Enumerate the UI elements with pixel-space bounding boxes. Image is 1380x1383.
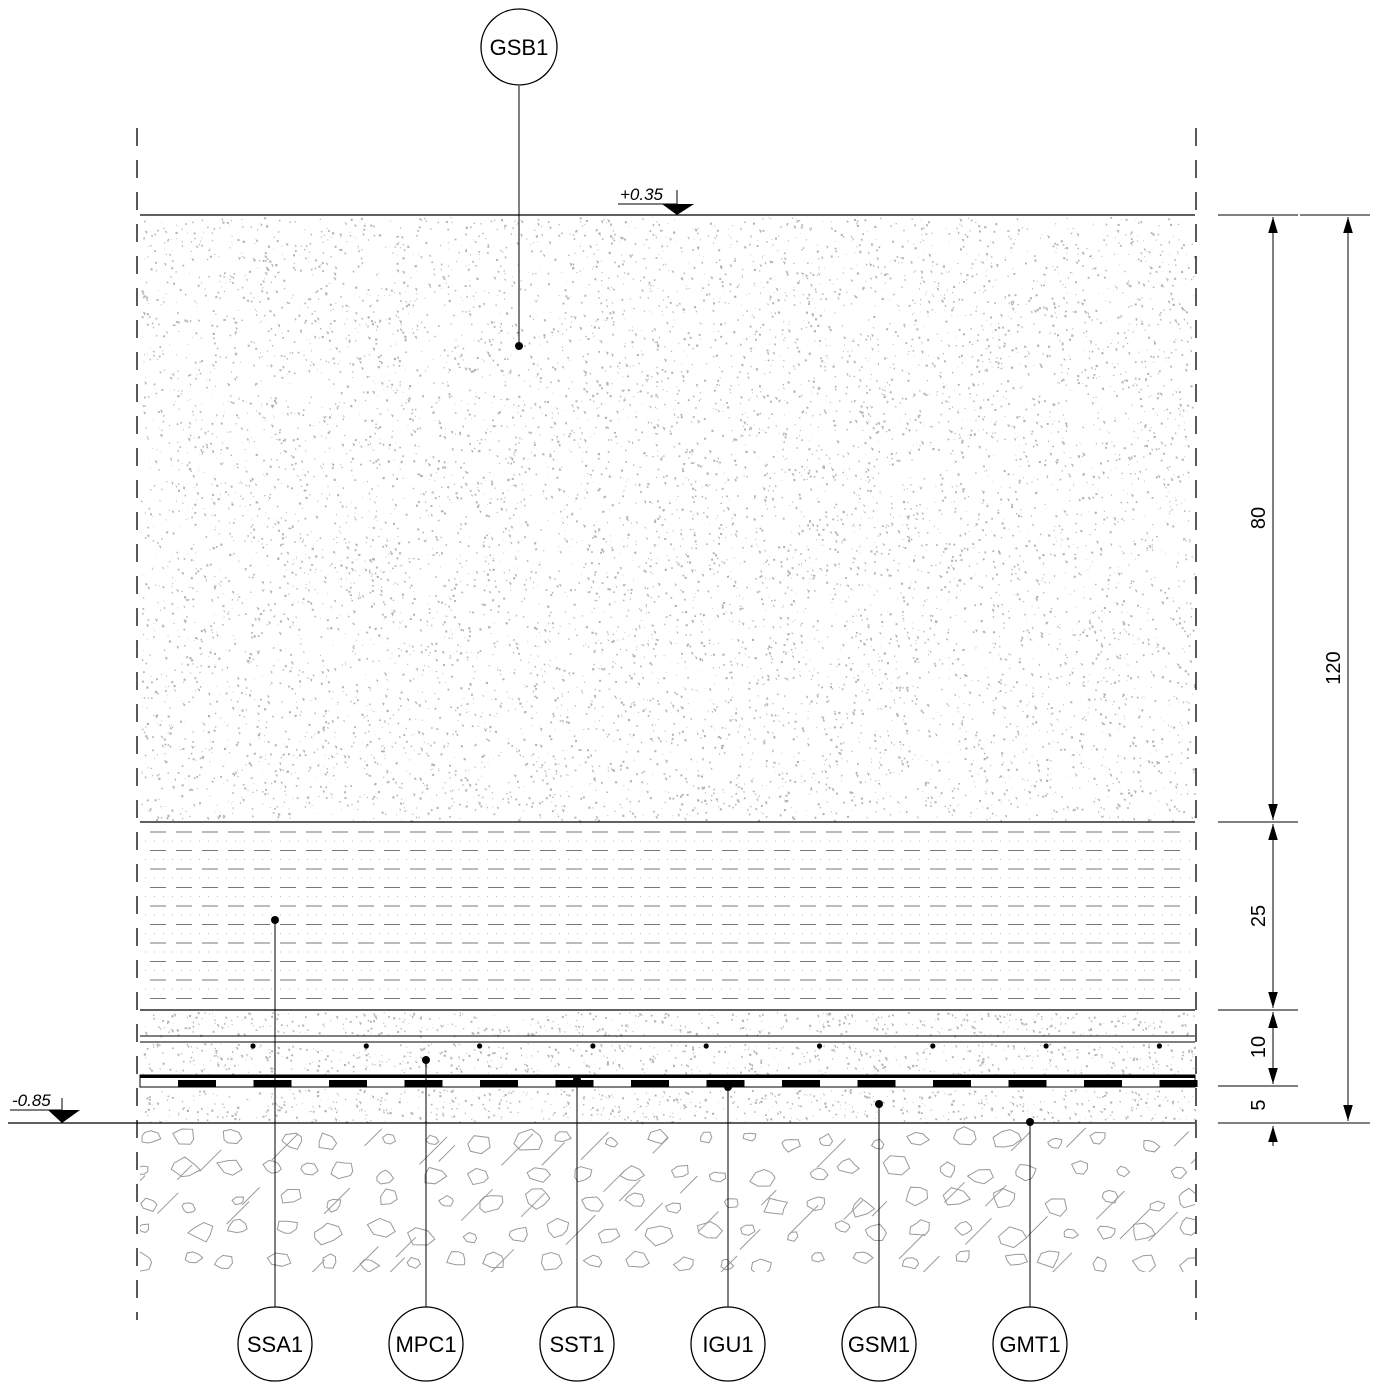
layer-gsm1-speckle (145, 1089, 1197, 1126)
layer-ssa1-dashes (145, 831, 1190, 999)
dim-80: 80 (1248, 507, 1270, 529)
tag-label: SSA1 (247, 1332, 303, 1357)
tag-ssa1: SSA1 (237, 916, 313, 1382)
tag-label: SST1 (549, 1332, 604, 1357)
layer-mpc1-speckle (142, 1012, 1196, 1078)
layers (140, 217, 1197, 1272)
tag-igu1: IGU1 (690, 1083, 766, 1382)
level-bottom-text: -0.85 (12, 1091, 51, 1110)
tag-sst1: SST1 (539, 1076, 615, 1382)
tag-gmt1: GMT1 (992, 1118, 1068, 1382)
bottom-tags: SSA1 MPC1 SST1 IGU1 GSM1 GMT1 (237, 916, 1068, 1382)
dim-5: 5 (1248, 1099, 1270, 1110)
layer-gsb1-speckle (141, 217, 1197, 824)
tag-gsb1: GSB1 (480, 8, 558, 350)
dim-120: 120 (1323, 651, 1345, 684)
level-marker-top: +0.35 (618, 185, 694, 215)
level-marker-bottom: -0.85 (10, 1091, 80, 1123)
rebar-dots (250, 1043, 1162, 1049)
edge-lines (136, 128, 1197, 1320)
tag-label: GMT1 (999, 1332, 1060, 1357)
tag-gsm1: GSM1 (841, 1100, 917, 1382)
tag-label: GSB1 (490, 35, 549, 60)
tag-label: GSM1 (848, 1332, 910, 1357)
tag-mpc1: MPC1 (388, 1056, 464, 1382)
dimension-chain (1218, 214, 1370, 1146)
membrane-layer (139, 1074, 1198, 1088)
layer-gmt1-gravel (140, 1126, 1195, 1272)
dim-10: 10 (1248, 1036, 1270, 1058)
tag-label: IGU1 (702, 1332, 753, 1357)
tag-label: MPC1 (395, 1332, 456, 1357)
dim-25: 25 (1248, 905, 1270, 927)
level-top-text: +0.35 (620, 185, 664, 204)
